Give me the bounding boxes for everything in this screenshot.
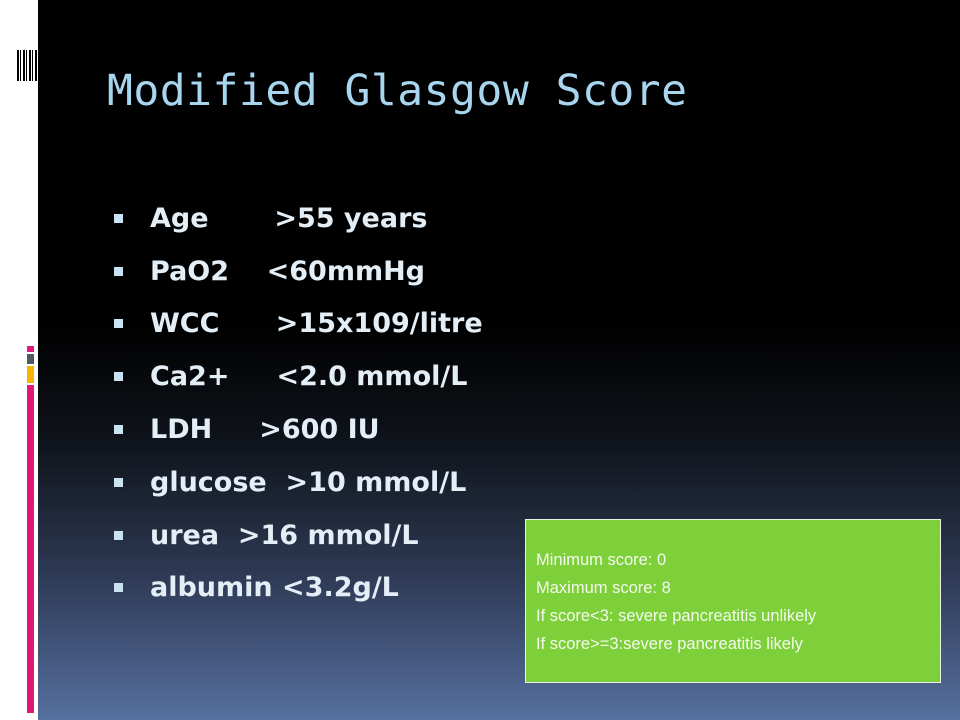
list-item: WCC >15x109/litre: [114, 298, 483, 351]
bullet-square-icon: [114, 319, 123, 329]
yellow-accent-bar: [27, 366, 34, 383]
list-item: Age >55 years: [114, 192, 483, 245]
note-line: If score<3: severe pancreatitis unlikely: [536, 607, 817, 625]
bullet-square-icon: [114, 425, 123, 435]
list-item: LDH >600 IU: [114, 403, 483, 456]
criteria-list: Age >55 years PaO2 <60mmHg WCC >15x109/l…: [114, 192, 483, 614]
score-note-box: Minimum score: 0 Maximum score: 8 If sco…: [525, 519, 941, 683]
note-line: Minimum score: 0: [536, 551, 667, 569]
bullet-square-icon: [114, 372, 123, 382]
bullet-square-icon: [114, 213, 123, 223]
list-item: glucose >10 mmol/L: [114, 456, 483, 509]
pink-accent-bar: [27, 346, 34, 352]
list-item: PaO2 <60mmHg: [114, 245, 483, 298]
bullet-square-icon: [114, 266, 123, 276]
gray-accent-bar: [27, 354, 34, 364]
note-line: Maximum score: 8: [536, 579, 671, 597]
list-item: urea >16 mmol/L: [114, 509, 483, 562]
bullet-square-icon: [114, 530, 123, 540]
bullet-square-icon: [114, 583, 123, 593]
barcode-decoration: [17, 50, 37, 81]
note-line: If score>=3:severe pancreatitis likely: [536, 635, 803, 653]
list-item: albumin <3.2g/L: [114, 562, 483, 615]
slide-title: Modified Glasgow Score: [107, 66, 688, 116]
list-item: Ca2+ <2.0 mmol/L: [114, 350, 483, 403]
pink-long-accent-bar: [27, 385, 34, 713]
bullet-square-icon: [114, 477, 123, 487]
